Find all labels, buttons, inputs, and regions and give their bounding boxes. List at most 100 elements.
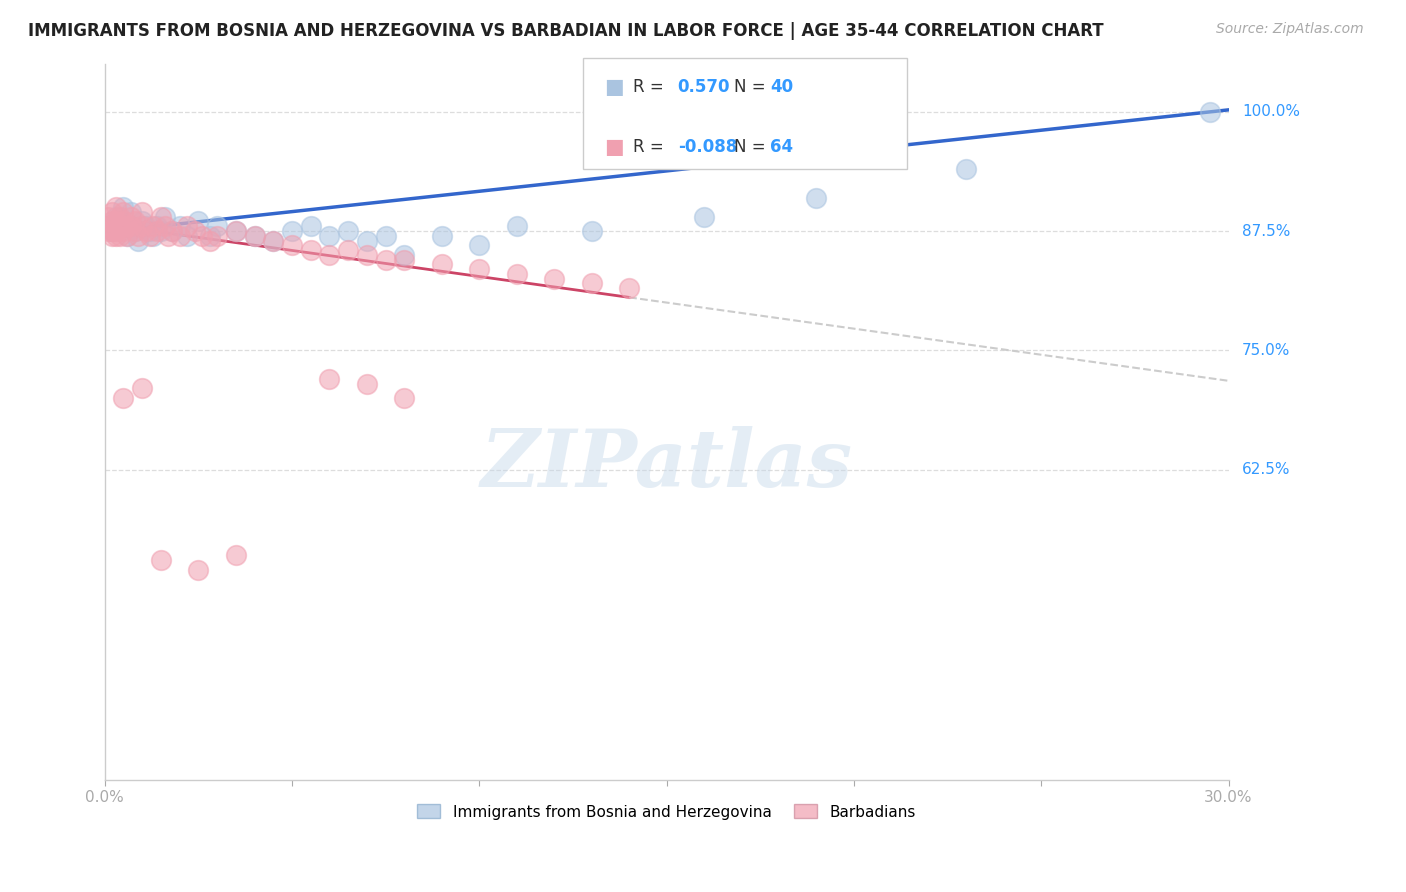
Point <box>104 224 127 238</box>
Point <box>115 228 138 243</box>
Point <box>135 224 157 238</box>
Point <box>198 234 221 248</box>
Point <box>97 210 120 224</box>
Point <box>104 210 127 224</box>
Point <box>131 381 153 395</box>
Point <box>318 248 340 262</box>
Text: N =: N = <box>734 138 770 156</box>
Point <box>281 238 304 252</box>
Point <box>131 205 153 219</box>
Point <box>394 248 416 262</box>
Point <box>142 228 165 243</box>
Point <box>146 224 169 238</box>
Point <box>205 228 228 243</box>
Point <box>149 553 172 567</box>
Point <box>124 224 146 238</box>
Point <box>97 224 120 238</box>
Point <box>299 243 322 257</box>
Point <box>262 234 284 248</box>
Point <box>153 210 176 224</box>
Point <box>120 219 142 234</box>
Point <box>149 210 172 224</box>
Point <box>693 210 716 224</box>
Point <box>176 228 198 243</box>
Point <box>169 228 191 243</box>
Point <box>108 219 131 234</box>
Point <box>146 219 169 234</box>
Point <box>205 219 228 234</box>
Point <box>101 228 124 243</box>
Point <box>108 214 131 228</box>
Point <box>115 228 138 243</box>
Point <box>617 281 640 295</box>
Point <box>149 224 172 238</box>
Point <box>101 224 124 238</box>
Point <box>153 219 176 234</box>
Point <box>160 224 183 238</box>
Point <box>138 228 160 243</box>
Point <box>262 234 284 248</box>
Point <box>104 228 127 243</box>
Point <box>430 228 453 243</box>
Point <box>198 228 221 243</box>
Point <box>127 228 149 243</box>
Point <box>581 277 603 291</box>
Point <box>169 219 191 234</box>
Text: 87.5%: 87.5% <box>1241 224 1291 238</box>
Point <box>225 549 247 563</box>
Point <box>183 224 205 238</box>
Point <box>112 214 135 228</box>
Text: ■: ■ <box>605 78 624 97</box>
Legend: Immigrants from Bosnia and Herzegovina, Barbadians: Immigrants from Bosnia and Herzegovina, … <box>412 798 922 826</box>
Point <box>97 219 120 234</box>
Point <box>299 219 322 234</box>
Point <box>281 224 304 238</box>
Point <box>356 234 378 248</box>
Point <box>243 228 266 243</box>
Point <box>187 214 209 228</box>
Point <box>318 228 340 243</box>
Point <box>191 228 214 243</box>
Text: Source: ZipAtlas.com: Source: ZipAtlas.com <box>1216 22 1364 37</box>
Point <box>187 563 209 577</box>
Point <box>112 205 135 219</box>
Point <box>135 219 157 234</box>
Point <box>806 191 828 205</box>
Point <box>127 234 149 248</box>
Point <box>374 228 396 243</box>
Point <box>581 224 603 238</box>
Point <box>108 228 131 243</box>
Point <box>394 391 416 405</box>
Point <box>108 210 131 224</box>
Text: N =: N = <box>734 78 770 96</box>
Point <box>160 224 183 238</box>
Point <box>104 214 127 228</box>
Text: 64: 64 <box>770 138 793 156</box>
Point <box>101 214 124 228</box>
Point <box>115 219 138 234</box>
Point <box>506 267 529 281</box>
Point <box>112 224 135 238</box>
Point <box>120 205 142 219</box>
Point <box>356 376 378 391</box>
Text: IMMIGRANTS FROM BOSNIA AND HERZEGOVINA VS BARBADIAN IN LABOR FORCE | AGE 35-44 C: IMMIGRANTS FROM BOSNIA AND HERZEGOVINA V… <box>28 22 1104 40</box>
Text: 75.0%: 75.0% <box>1241 343 1291 358</box>
Point <box>394 252 416 267</box>
Point <box>468 262 491 277</box>
Point <box>243 228 266 243</box>
Point <box>1198 104 1220 119</box>
Text: 40: 40 <box>770 78 793 96</box>
Point <box>124 214 146 228</box>
Text: -0.088: -0.088 <box>678 138 737 156</box>
Point <box>157 228 180 243</box>
Text: R =: R = <box>633 78 669 96</box>
Point <box>543 271 565 285</box>
Point <box>176 219 198 234</box>
Point <box>101 224 124 238</box>
Point <box>131 214 153 228</box>
Point <box>138 224 160 238</box>
Point <box>131 219 153 234</box>
Point <box>225 224 247 238</box>
Point <box>101 205 124 219</box>
Point <box>337 224 360 238</box>
